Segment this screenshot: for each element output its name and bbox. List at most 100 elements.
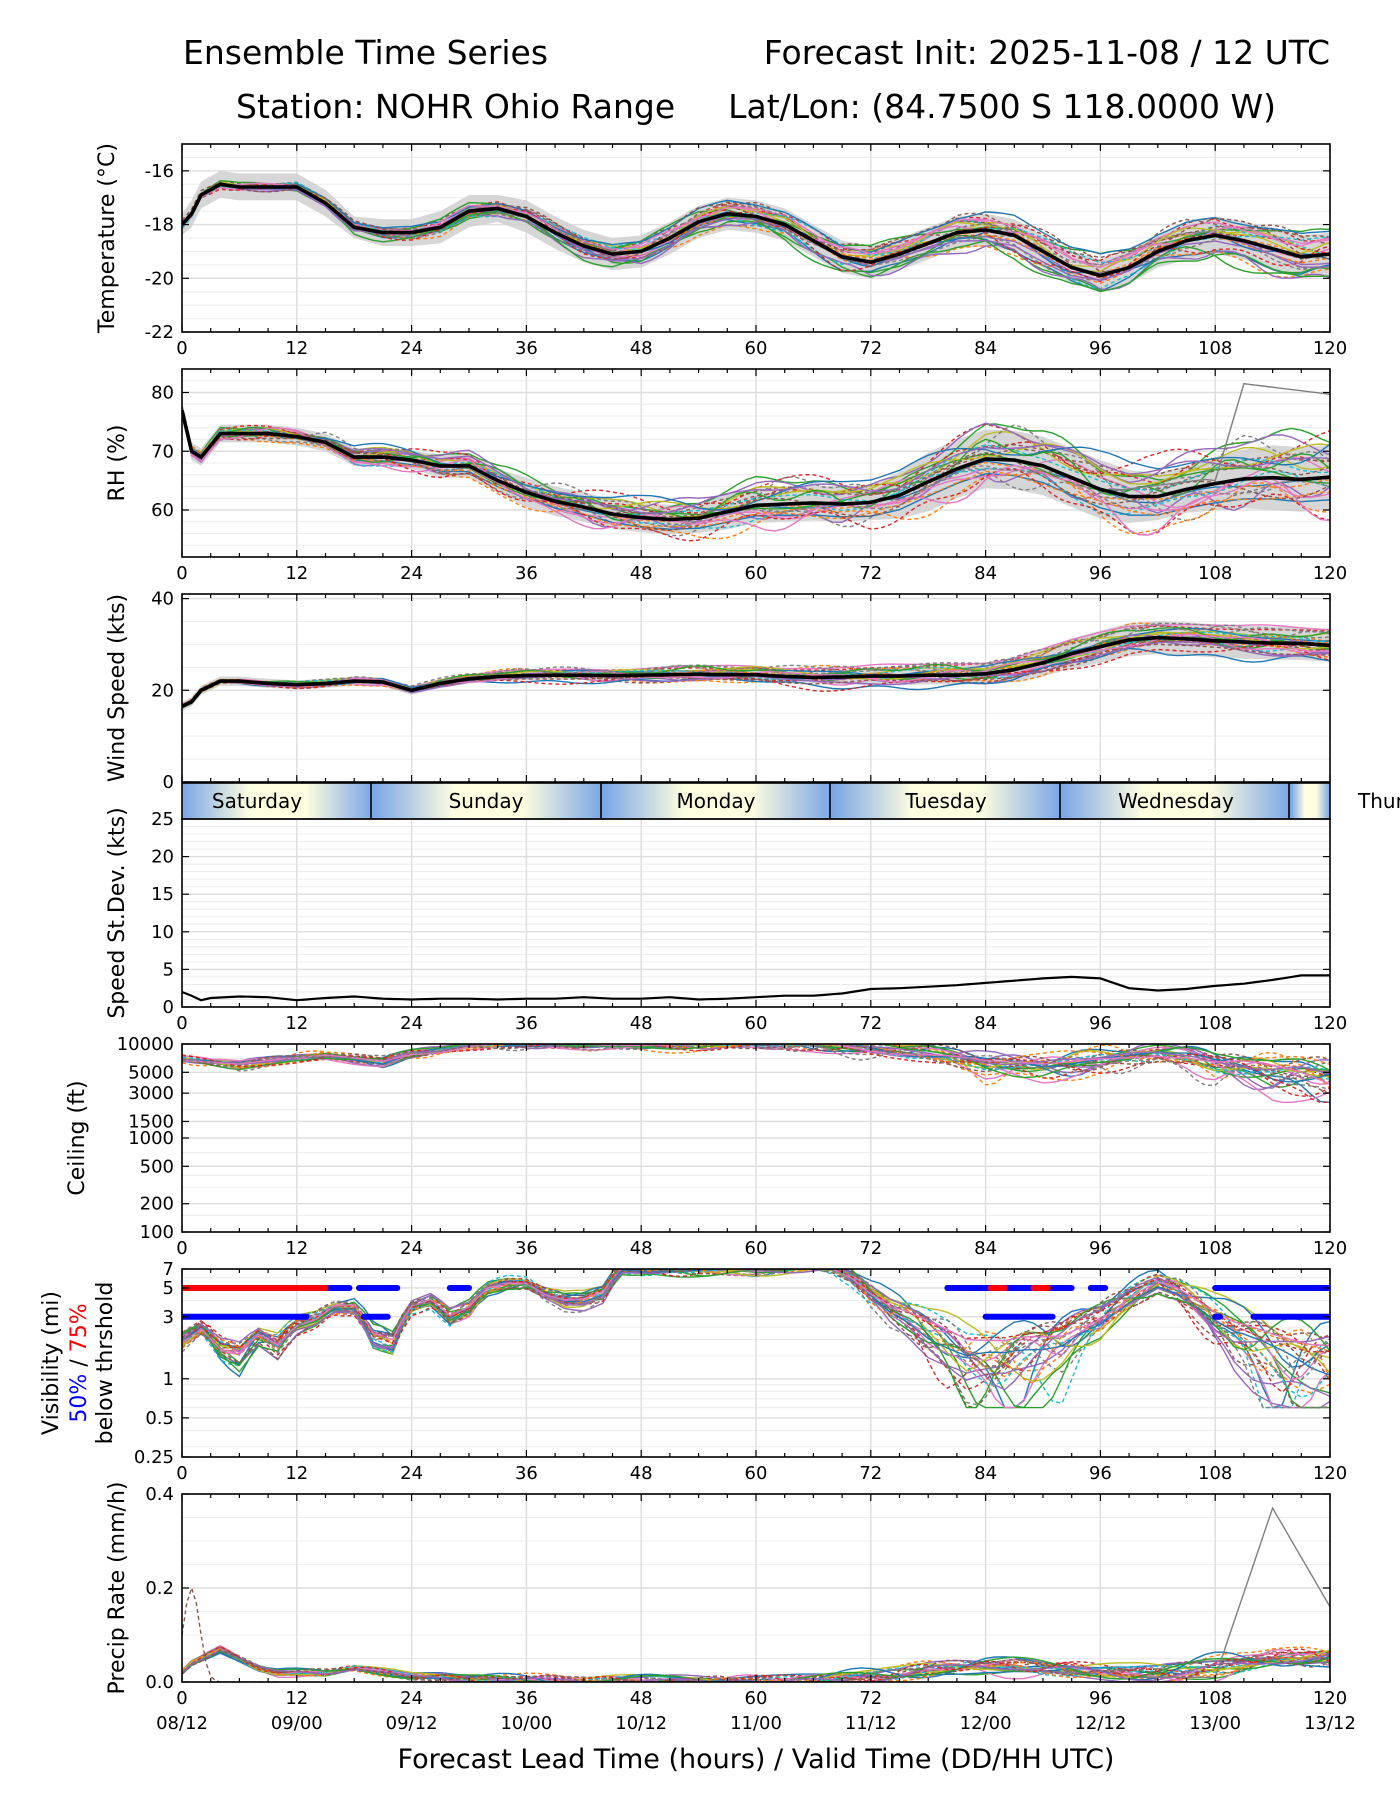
visibility-xtick-label-3: 36 (515, 1463, 538, 1484)
ceiling-xtick-label-6: 72 (859, 1238, 882, 1259)
ceiling-xtick-label-0: 0 (176, 1238, 187, 1259)
valid-time-label-7: 12/00 (960, 1713, 1012, 1734)
day-band-bg-0 (182, 783, 373, 819)
rh-ytick-label-0: 80 (151, 383, 174, 404)
temperature-xtick-label-7: 84 (974, 338, 997, 359)
precip_rate-xtick-label-8: 96 (1089, 1688, 1112, 1709)
rh-member-17 (182, 407, 1330, 526)
rh-member-3 (182, 413, 1330, 514)
valid-time-ticks: 08/12 09/00 09/12 10/00 10/12 11/00 11/12 12/00… (156, 1713, 1356, 1734)
station-title: Station: NOHR Ohio Range (236, 87, 675, 126)
visibility-ytick-label-4: 0.5 (145, 1408, 174, 1429)
speed_stdev-xtick-label-10: 120 (1313, 1013, 1347, 1034)
rh-xtick-label-2: 24 (400, 563, 423, 584)
day-label-tuesday: Tuesday (904, 789, 987, 813)
day-label-sunday: Sunday (449, 789, 524, 813)
temperature-xtick-label-5: 60 (745, 338, 768, 359)
vis-ylabel-sep: / (67, 1352, 92, 1373)
day-band-bg-4 (1061, 783, 1291, 819)
temperature-xtick-label-0: 0 (176, 338, 187, 359)
wind_speed-mean-line (182, 635, 1330, 708)
precip_rate-xtick-label-10: 120 (1313, 1688, 1347, 1709)
precip_rate-member-11 (182, 1646, 1330, 1682)
precip_rate-xtick-label-4: 48 (630, 1688, 653, 1709)
precip-peak-member (1138, 1506, 1330, 1678)
ceiling-ytick-label-3: 1500 (128, 1111, 174, 1132)
wind_speed-member-23 (182, 644, 1330, 708)
valid-time-label-9: 13/00 (1189, 1713, 1241, 1734)
ceiling-ytick-label-1: 5000 (128, 1062, 174, 1083)
rh-xtick-label-0: 0 (176, 563, 187, 584)
precip-rate-panel: 0 12 24 36 48 60 72 84 96 108 120 0.0 0.2 0.4 Precip R… (105, 1482, 1347, 1709)
temperature-xtick-label-9: 108 (1198, 338, 1232, 359)
rh-member-21 (182, 410, 1330, 528)
visibility-member-9 (182, 1269, 1330, 1409)
vis-ylabel-line2: 50% / 75% (67, 1303, 92, 1422)
vis-ylabel-line3: below thrshold (93, 1282, 118, 1445)
rh-ytick-label-1: 70 (151, 441, 174, 462)
temperature-member-20 (182, 183, 1330, 255)
speed_stdev-xtick-label-9: 108 (1198, 1013, 1232, 1034)
valid-time-label-0: 08/12 (156, 1713, 208, 1734)
speed_stdev-ylabel: Speed St.Dev. (kts) (105, 807, 130, 1018)
valid-time-label-2: 09/12 (386, 1713, 438, 1734)
ceiling-xtick-label-7: 84 (974, 1238, 997, 1259)
visibility-member-21 (182, 1269, 1330, 1385)
visibility-xtick-label-10: 120 (1313, 1463, 1347, 1484)
temperature-xtick-label-4: 48 (630, 338, 653, 359)
visibility-panel: 0 12 24 36 48 60 72 84 96 108 120 75 3 1 0.5 0.25 Visibi… (39, 1259, 1347, 1484)
speed_stdev-mean-line (182, 974, 1330, 1002)
visibility-ytick-label-3: 1 (163, 1369, 174, 1390)
visibility-xtick-label-9: 108 (1198, 1463, 1232, 1484)
rh-member-20 (182, 411, 1330, 511)
rh-xtick-label-1: 12 (285, 563, 308, 584)
speed_stdev-xtick-label-1: 12 (285, 1013, 308, 1034)
temperature-ylabel: Temperature (°C) (95, 143, 120, 334)
speed_stdev-xtick-label-6: 72 (859, 1013, 882, 1034)
ceiling-xtick-label-1: 12 (285, 1238, 308, 1259)
precip_rate-member-19 (182, 1649, 1330, 1682)
visibility-xtick-label-4: 48 (630, 1463, 653, 1484)
ceiling-ytick-label-4: 1000 (128, 1128, 174, 1149)
wind_speed-ytick-label-2: 40 (151, 589, 174, 610)
rh-xtick-label-5: 60 (745, 563, 768, 584)
wind_speed-plot-area (182, 621, 1330, 711)
precip_rate-ylabel: Precip Rate (mm/h) (105, 1482, 130, 1695)
precip_rate-xtick-label-5: 60 (745, 1688, 768, 1709)
ceiling-ytick-label-0: 10000 (117, 1034, 174, 1055)
temperature-ytick-label-3: -22 (145, 322, 174, 343)
precip_rate-member-18 (182, 1648, 1330, 1682)
ceiling-xtick-label-8: 96 (1089, 1238, 1112, 1259)
speed_stdev-xtick-label-0: 0 (176, 1013, 187, 1034)
temperature-ytick-label-0: -16 (145, 161, 174, 182)
rh-mean-line (182, 409, 1330, 522)
temperature-mean-line (182, 182, 1330, 278)
title-left: Ensemble Time Series (183, 33, 548, 72)
precip_rate-xtick-label-0: 0 (176, 1688, 187, 1709)
speed_stdev-plot-area (182, 974, 1330, 1002)
temperature-plot-area (182, 170, 1330, 293)
speed_stdev-ytick-label-2: 10 (151, 922, 174, 943)
day-band-bg-1 (373, 783, 603, 819)
temperature-xtick-label-8: 96 (1089, 338, 1112, 359)
wind_speed-member-7 (182, 622, 1330, 706)
rh-member-24 (182, 412, 1330, 514)
visibility-xtick-label-6: 72 (859, 1463, 882, 1484)
ceiling-ylabel: Ceiling (ft) (65, 1080, 90, 1195)
rh-panel: 0 12 24 36 48 60 72 84 96 108 120 80 70 60 RH (%) (105, 368, 1347, 584)
day-label-monday: Monday (677, 789, 756, 813)
precip_rate-ytick-label-2: 0.4 (145, 1484, 174, 1505)
wind_speed-ytick-label-0: 0 (163, 772, 174, 793)
speed_stdev-xtick-label-8: 96 (1089, 1013, 1112, 1034)
visibility-xtick-label-7: 84 (974, 1463, 997, 1484)
valid-time-label-8: 12/12 (1074, 1713, 1126, 1734)
temperature-xtick-label-2: 24 (400, 338, 423, 359)
speed_stdev-ytick-label-4: 20 (151, 847, 174, 868)
visibility-xtick-label-2: 24 (400, 1463, 423, 1484)
speed_stdev-xtick-label-5: 60 (745, 1013, 768, 1034)
temperature-ytick-label-1: -18 (145, 215, 174, 236)
vis-ylabel-line1: Visibility (mi) (39, 1291, 64, 1435)
rh-member-8 (182, 410, 1330, 518)
